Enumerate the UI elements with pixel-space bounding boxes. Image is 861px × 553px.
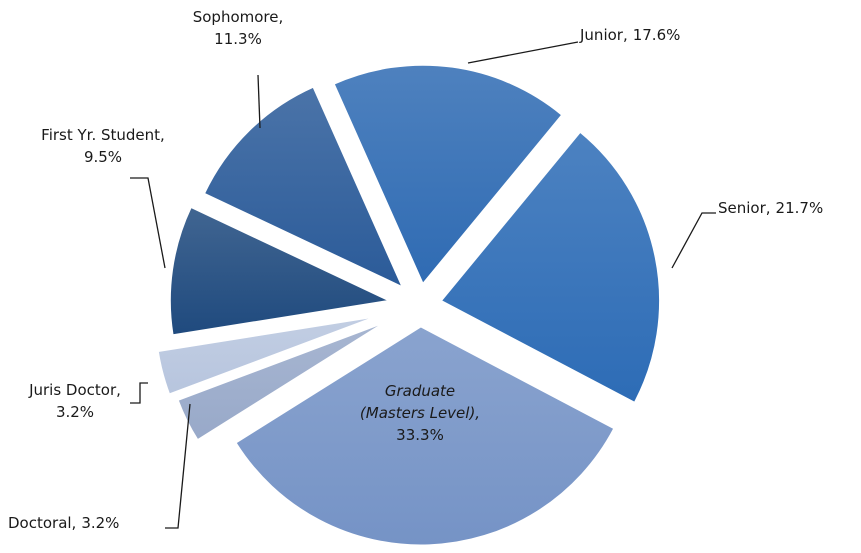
data-label: Junior, 17.6% — [579, 26, 680, 44]
pie-slice — [333, 64, 563, 285]
category-label: Sophomore, — [193, 8, 284, 26]
category-label-part: Graduate — [385, 382, 455, 400]
leader-line — [467, 41, 579, 64]
category-label: Doctoral, — [8, 514, 76, 532]
value-label: 33.3% — [396, 426, 444, 444]
leader-line — [165, 403, 191, 529]
category-label-part: (Masters Level), — [360, 404, 480, 422]
value-label: 3.2% — [81, 514, 119, 532]
pie-slice — [157, 316, 374, 395]
value-label: 3.2% — [56, 403, 94, 421]
pie-slice — [440, 131, 661, 403]
value-label: 9.5% — [84, 148, 122, 166]
data-label: Doctoral, 3.2% — [8, 514, 119, 532]
data-label: Graduate (Masters Level), 33.3% — [360, 382, 480, 444]
category-label: First Yr. Student, — [41, 126, 165, 144]
pie-slice — [203, 86, 403, 288]
leader-line — [130, 177, 166, 269]
pie-slice — [169, 206, 391, 336]
pie-slice — [177, 323, 383, 441]
leader-line — [671, 212, 716, 269]
category-label: Junior, — [579, 26, 628, 44]
leader-line — [257, 74, 261, 129]
category-label: Juris Doctor, — [28, 381, 121, 399]
data-label: Juris Doctor, 3.2% — [28, 381, 121, 421]
leader-line — [130, 382, 148, 404]
value-label: 17.6% — [633, 26, 681, 44]
category-label: Senior, — [718, 199, 771, 217]
data-label: Senior, 21.7% — [718, 199, 823, 217]
data-label: Sophomore, 11.3% — [193, 8, 284, 48]
data-label: First Yr. Student, 9.5% — [41, 126, 165, 166]
value-label: 21.7% — [776, 199, 824, 217]
category-label: Graduate (Masters Level), — [360, 382, 480, 422]
pie-slice — [235, 326, 615, 546]
value-label: 11.3% — [214, 30, 262, 48]
